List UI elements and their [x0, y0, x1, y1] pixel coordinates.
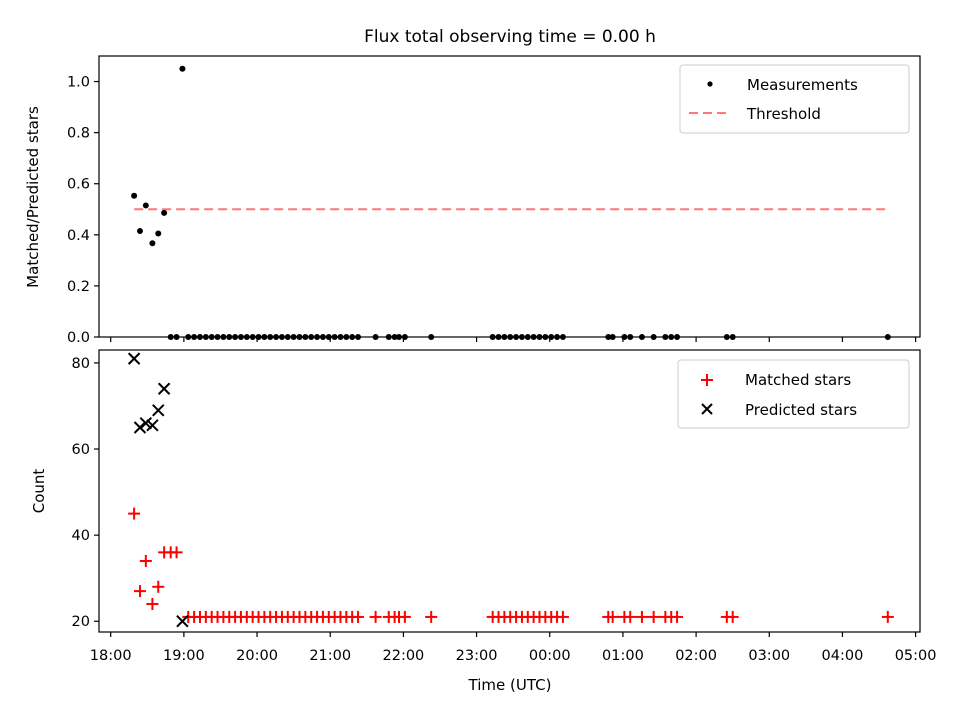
legend-predicted-label: Predicted stars [745, 401, 857, 419]
predicted-star-stroke [146, 419, 159, 432]
predicted-star-stroke [157, 382, 171, 395]
matched-star-marker [352, 610, 365, 623]
measurement-point [131, 192, 138, 199]
bottom-panel: 20 40 60 80 18:00 19:00 20:00 21:00 22:00 23:00 0… [30, 349, 937, 694]
predicted-star-marker [127, 352, 141, 365]
bottom-legend: Matched stars Predicted stars [677, 359, 910, 429]
matched-stars-points [128, 507, 894, 623]
matched-star-marker [398, 610, 411, 623]
bottom-x-tick-label: 02:00 [675, 648, 717, 664]
predicted-star-marker [133, 421, 147, 434]
legend-matched-label: Matched stars [745, 371, 851, 389]
legend-measurements-marker [707, 81, 713, 87]
legend-measurements-label: Measurements [747, 76, 858, 94]
legend-predicted-marker [701, 403, 713, 415]
measurement-point [161, 209, 168, 216]
measurement-point [179, 65, 186, 72]
matched-star-marker [146, 598, 159, 611]
bottom-x-tick-label: 18:00 [90, 648, 132, 664]
predicted-star-stroke [152, 404, 165, 417]
matched-star-marker [152, 580, 165, 593]
bottom-y-tick-label: 60 [72, 442, 90, 458]
bottom-x-tick-label: 04:00 [822, 648, 864, 664]
top-panel: Flux total observing time = 0.00 h 0.00.… [24, 27, 921, 346]
measurement-point [136, 227, 143, 234]
measurement-point [142, 202, 149, 209]
bottom-y-tick-label: 80 [72, 356, 90, 372]
bottom-axes-frame [98, 349, 921, 633]
bottom-x-tick-label: 21:00 [309, 648, 351, 664]
matched-star-marker [726, 610, 739, 623]
measurement-point [155, 230, 162, 237]
top-y-tick-label: 1.0 [67, 75, 90, 91]
top-y-tick-label: 0.2 [67, 279, 90, 295]
matched-star-marker [647, 610, 660, 623]
bottom-x-tick-label: 22:00 [383, 648, 425, 664]
matched-star-marker [139, 554, 152, 567]
predicted-stars-points [127, 352, 189, 628]
bottom-x-axis-label: Time (UTC) [468, 676, 552, 694]
bottom-y-tick-label: 40 [72, 528, 90, 544]
bottom-x-tick-label: 03:00 [748, 648, 790, 664]
bottom-x-ticks: 18:00 19:00 20:00 21:00 22:00 23:00 00:00 01:00… [90, 632, 937, 664]
top-y-tick-label: 0.0 [67, 330, 90, 346]
chart-title: Flux total observing time = 0.00 h [364, 27, 656, 47]
matched-star-marker [635, 610, 648, 623]
predicted-star-marker [152, 404, 165, 417]
legend-matched-marker [701, 374, 713, 386]
bottom-x-tick-label: 00:00 [529, 648, 571, 664]
bottom-x-tick-label: 01:00 [602, 648, 644, 664]
matched-star-marker [556, 610, 569, 623]
top-legend-box [679, 64, 910, 134]
bottom-x-tick-label: 05:00 [895, 648, 937, 664]
predicted-star-stroke [139, 416, 153, 430]
top-y-tick-label: 0.8 [67, 126, 90, 142]
bottom-y-axis-label: Count [30, 469, 48, 514]
matched-star-marker [369, 610, 382, 623]
bottom-x-tick-label: 19:00 [163, 648, 205, 664]
predicted-star-stroke [133, 421, 147, 434]
predicted-star-stroke [176, 615, 189, 628]
predicted-star-marker [176, 615, 189, 628]
top-y-ticks: 0.0 0.2 0.4 0.6 0.8 1.0 [67, 75, 99, 346]
matched-star-marker [128, 507, 141, 520]
matched-star-marker [425, 610, 438, 623]
matched-star-marker [170, 546, 183, 559]
predicted-star-marker [146, 419, 159, 432]
bottom-y-ticks: 20 40 60 80 [72, 356, 99, 630]
top-y-axis-label: Matched/Predicted stars [24, 106, 42, 288]
top-y-tick-label: 0.6 [67, 177, 90, 193]
top-legend: Measurements Threshold [679, 64, 910, 134]
predicted-star-stroke [127, 352, 141, 365]
bottom-x-tick-label: 20:00 [236, 648, 278, 664]
matched-star-marker [624, 610, 637, 623]
legend-threshold-label: Threshold [746, 105, 821, 123]
matched-star-marker [671, 610, 684, 623]
predicted-star-marker [157, 382, 171, 395]
top-y-tick-label: 0.4 [67, 228, 90, 244]
bottom-legend-box [677, 359, 910, 429]
matched-star-marker [606, 610, 619, 623]
bottom-x-tick-label: 23:00 [456, 648, 498, 664]
matched-star-marker [881, 610, 894, 623]
measurement-point [149, 240, 156, 247]
bottom-y-tick-label: 20 [72, 614, 90, 630]
top-axes-frame [98, 55, 921, 338]
matched-star-marker [133, 585, 146, 598]
